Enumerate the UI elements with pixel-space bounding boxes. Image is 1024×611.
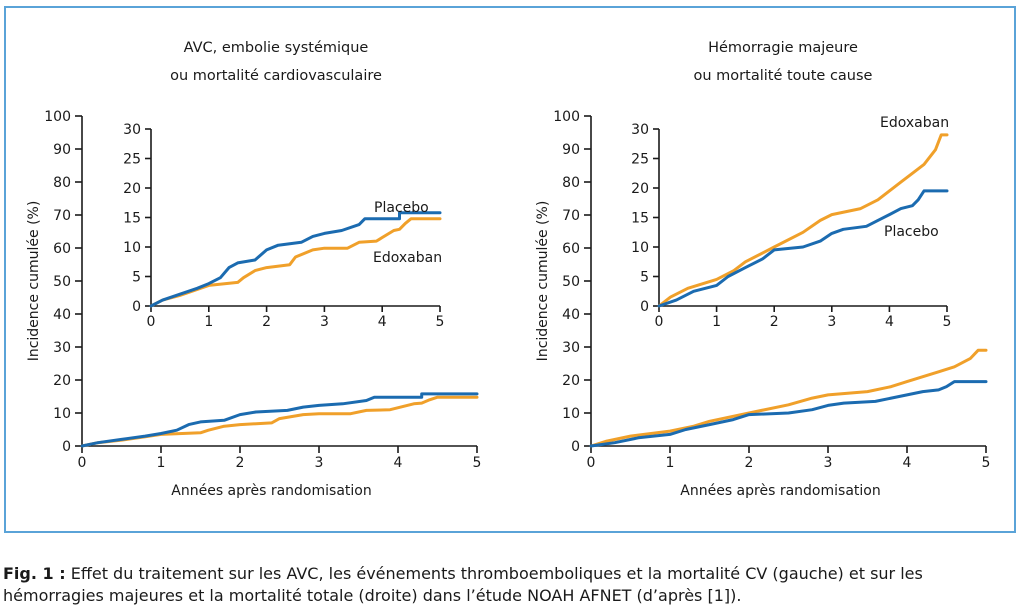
right-main-x-tick-label: 2: [745, 455, 754, 471]
right-inset-x-tick-label: 3: [827, 314, 836, 330]
left-main-y-tick-label: 100: [44, 109, 71, 125]
right-main-y-tick-label: 30: [562, 340, 580, 356]
right-main-y-tick-label: 100: [553, 109, 580, 125]
right-inset-x-tick-label: 2: [770, 314, 779, 330]
left-inset-placebo-label: Placebo: [374, 200, 429, 216]
left-main-x-tick-label: 5: [473, 455, 482, 471]
right-inset-y-tick-label: 25: [631, 152, 649, 168]
right-title-line1: Hémorragie majeure: [708, 40, 858, 56]
right-main-y-tick-label: 20: [562, 373, 580, 389]
left-inset-y-tick-label: 5: [132, 270, 141, 286]
left-main-y-tick-label: 30: [53, 340, 71, 356]
right-main-x-tick-label: 3: [824, 455, 833, 471]
right-inset-y-tick-label: 0: [640, 299, 649, 315]
left-inset-chart: 0 1 2 3 4 5 0 5 10 15 20 25 30: [123, 122, 444, 330]
right-main-y-tick-label: 50: [562, 274, 580, 290]
right-inset-y-tick-label: 30: [631, 122, 649, 138]
left-inset-y-tick-label: 15: [123, 211, 141, 227]
right-main-y-tick-label: 90: [562, 142, 580, 158]
figure-svg: AVC, embolie systémique ou mortalité car…: [26, 40, 990, 499]
right-main-y-tick-label: 60: [562, 241, 580, 257]
left-inset-placebo-line: [149, 211, 442, 308]
right-main-y-tick-label: 70: [562, 208, 580, 224]
left-main-y-tick-label: 70: [53, 208, 71, 224]
right-main-y-tick-label: 80: [562, 175, 580, 191]
left-main-x-tick-label: 0: [78, 455, 87, 471]
right-inset-edoxaban-line: [657, 133, 949, 308]
right-title-line2: ou mortalité toute cause: [694, 68, 873, 84]
left-inset-y-tick-label: 30: [123, 122, 141, 138]
right-inset-chart: 0 1 2 3 4 5 0 5 10 15 20 25 30: [631, 122, 951, 330]
right-main-x-tick-label: 5: [982, 455, 991, 471]
left-main-placebo-line: [80, 392, 479, 448]
right-main-placebo-line: [589, 380, 988, 448]
caption-text: Effet du traitement sur les AVC, les évé…: [3, 564, 923, 605]
left-inset-x-tick-label: 4: [378, 314, 387, 330]
right-inset-y-tick-label: 5: [640, 270, 649, 286]
right-main-y-axis-label: Incidence cumulée (%): [535, 201, 551, 362]
left-inset-x-tick-label: 3: [320, 314, 329, 330]
left-main-y-tick-label: 20: [53, 373, 71, 389]
right-main-x-tick-label: 1: [666, 455, 675, 471]
left-main-y-tick-label: 80: [53, 175, 71, 191]
right-inset-x-tick-label: 5: [943, 314, 952, 330]
right-inset-placebo-line: [657, 189, 949, 308]
left-main-x-tick-label: 4: [394, 455, 403, 471]
right-main-y-tick-label: 10: [562, 406, 580, 422]
right-inset-x-tick-label: 0: [655, 314, 664, 330]
left-main-y-axis-label: Incidence cumulée (%): [26, 201, 42, 362]
right-inset-edoxaban-label: Edoxaban: [880, 115, 949, 131]
left-main-x-tick-label: 1: [157, 455, 166, 471]
left-main-y-tick-label: 0: [62, 439, 71, 455]
left-main-x-axis-label: Années après randomisation: [171, 483, 371, 499]
right-main-x-tick-label: 0: [587, 455, 596, 471]
left-inset-edoxaban-label: Edoxaban: [373, 250, 442, 266]
left-main-y-tick-label: 50: [53, 274, 71, 290]
figure-frame: [4, 6, 1016, 533]
left-inset-y-tick-label: 10: [123, 240, 141, 256]
left-inset-x-tick-label: 1: [204, 314, 213, 330]
left-main-y-tick-label: 60: [53, 241, 71, 257]
left-inset-x-tick-label: 5: [436, 314, 445, 330]
right-main-y-tick-label: 40: [562, 307, 580, 323]
left-inset-y-tick-label: 0: [132, 299, 141, 315]
caption-label: Fig. 1 :: [3, 564, 66, 583]
left-main-y-tick-label: 10: [53, 406, 71, 422]
left-main-edoxaban-line: [80, 395, 479, 448]
right-main-y-tick-label: 0: [571, 439, 580, 455]
right-inset-x-tick-label: 1: [712, 314, 721, 330]
left-inset-y-tick-label: 25: [123, 152, 141, 168]
left-inset-y-tick-label: 20: [123, 181, 141, 197]
right-inset-y-tick-label: 10: [631, 240, 649, 256]
right-main-edoxaban-line: [589, 348, 988, 448]
left-main-x-tick-label: 2: [236, 455, 245, 471]
right-inset-y-tick-label: 20: [631, 181, 649, 197]
left-title-line2: ou mortalité cardiovasculaire: [170, 68, 382, 84]
right-inset-placebo-label: Placebo: [884, 224, 939, 240]
left-inset-x-tick-label: 2: [262, 314, 271, 330]
left-main-x-tick-label: 3: [315, 455, 324, 471]
right-main-x-axis-label: Années après randomisation: [680, 483, 880, 499]
right-inset-x-tick-label: 4: [885, 314, 894, 330]
left-main-y-tick-label: 90: [53, 142, 71, 158]
left-main-y-tick-label: 40: [53, 307, 71, 323]
left-title-line1: AVC, embolie systémique: [184, 40, 369, 56]
left-inset-x-tick-label: 0: [147, 314, 156, 330]
right-main-x-tick-label: 4: [903, 455, 912, 471]
figure-caption: Fig. 1 : Effet du traitement sur les AVC…: [3, 563, 1021, 607]
right-inset-y-tick-label: 15: [631, 211, 649, 227]
